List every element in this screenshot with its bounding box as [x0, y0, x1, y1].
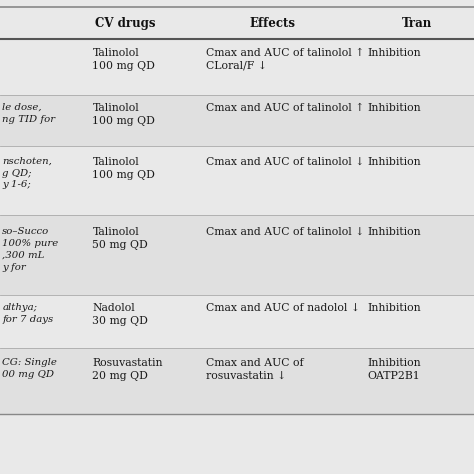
Bar: [0, 295, 474, 348]
Text: Inhibition: Inhibition: [367, 48, 421, 58]
Bar: [0, 39, 474, 95]
Text: nschoten,
g QD;
y 1-6;: nschoten, g QD; y 1-6;: [2, 157, 52, 190]
Text: althya;
for 7 days: althya; for 7 days: [2, 303, 54, 324]
Bar: [0, 215, 474, 295]
Text: Inhibition: Inhibition: [367, 157, 421, 167]
Text: Talinolol
50 mg QD: Talinolol 50 mg QD: [92, 227, 148, 250]
Bar: [0, 95, 474, 146]
Text: Inhibition: Inhibition: [367, 303, 421, 313]
Text: Talinolol
100 mg QD: Talinolol 100 mg QD: [92, 103, 155, 126]
Text: Cmax and AUC of talinolol ↑: Cmax and AUC of talinolol ↑: [206, 103, 365, 113]
Text: Cmax and AUC of
rosuvastatin ↓: Cmax and AUC of rosuvastatin ↓: [206, 358, 304, 381]
Text: CV drugs: CV drugs: [95, 17, 156, 30]
Text: CG: Single
​00 mg QD: CG: Single ​00 mg QD: [2, 358, 57, 379]
Text: Inhibition
OATP2B1: Inhibition OATP2B1: [367, 358, 421, 381]
Text: Inhibition: Inhibition: [367, 103, 421, 113]
Bar: [0, 146, 474, 215]
Text: Cmax and AUC of nadolol ↓: Cmax and AUC of nadolol ↓: [206, 303, 360, 313]
Bar: [0, 7, 474, 39]
Text: Nadolol
30 mg QD: Nadolol 30 mg QD: [92, 303, 148, 326]
Text: Rosuvastatin
20 mg QD: Rosuvastatin 20 mg QD: [92, 358, 163, 381]
Text: Effects: Effects: [249, 17, 296, 30]
Text: Cmax and AUC of talinolol ↓: Cmax and AUC of talinolol ↓: [206, 227, 365, 237]
Text: le dose,
ng TID for: le dose, ng TID for: [2, 103, 55, 124]
Bar: [0, 348, 474, 414]
Text: Cmax and AUC of talinolol ↓: Cmax and AUC of talinolol ↓: [206, 157, 365, 167]
Text: so–Succo
100% pure
,300 mL
y for: so–Succo 100% pure ,300 mL y for: [2, 227, 59, 272]
Text: Inhibition: Inhibition: [367, 227, 421, 237]
Text: Tran: Tran: [402, 17, 432, 30]
Text: Cmax and AUC of talinolol ↑
CLoral/F ↓: Cmax and AUC of talinolol ↑ CLoral/F ↓: [206, 48, 365, 71]
Text: Talinolol
100 mg QD: Talinolol 100 mg QD: [92, 157, 155, 180]
Text: Talinolol
100 mg QD: Talinolol 100 mg QD: [92, 48, 155, 71]
